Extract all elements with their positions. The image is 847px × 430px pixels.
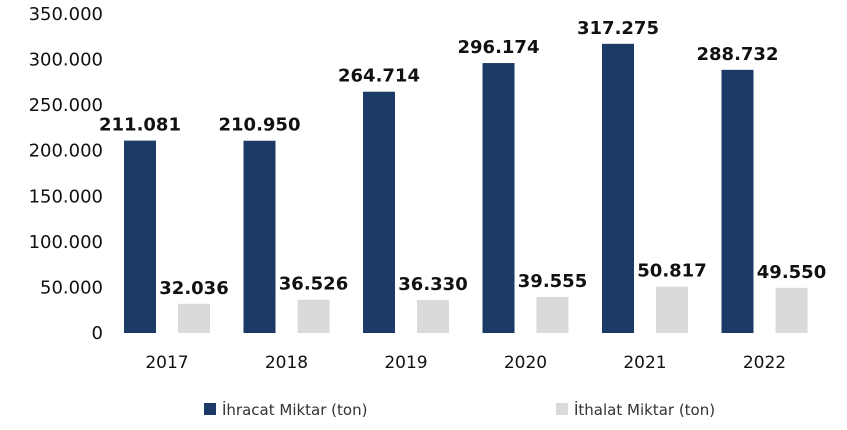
y-tick-label: 50.000	[40, 277, 103, 298]
data-label: 39.555	[518, 271, 587, 292]
x-tick-label: 2020	[504, 353, 547, 373]
y-tick-label: 200.000	[29, 141, 103, 162]
plot-area: 211.081 32.036 210.950 36.526 264.714 36.330 2…	[99, 18, 826, 334]
x-tick-label: 2022	[743, 353, 786, 373]
y-tick-label: 100.000	[29, 232, 103, 253]
data-label: 32.036	[159, 278, 228, 299]
y-tick-label: 300.000	[29, 50, 103, 71]
x-tick-label: 2018	[265, 353, 308, 373]
bar-ithalat-2017	[178, 303, 210, 333]
data-label: 36.526	[279, 274, 348, 295]
legend: İhracat Miktar (ton) İthalat Miktar (ton)	[204, 400, 715, 419]
data-label: 36.330	[398, 274, 467, 295]
data-label: 288.732	[697, 44, 779, 65]
bar-ihracat-2021	[602, 43, 634, 333]
bar-ihracat-2017	[124, 140, 156, 333]
legend-label: İthalat Miktar (ton)	[574, 400, 715, 419]
bar-ihracat-2020	[482, 63, 515, 333]
y-tick-label: 150.000	[29, 186, 103, 207]
bar-ihracat-2019	[363, 91, 395, 334]
data-label: 49.550	[757, 262, 826, 283]
data-label: 211.081	[99, 115, 181, 136]
legend-swatch	[556, 403, 568, 415]
bar-ithalat-2022	[775, 287, 808, 333]
x-tick-label: 2019	[384, 353, 427, 373]
x-tick-label: 2017	[145, 353, 188, 373]
legend-label: İhracat Miktar (ton)	[222, 400, 367, 419]
legend-swatch	[204, 403, 216, 415]
y-tick-label: 0	[92, 323, 103, 344]
bar-ithalat-2018	[297, 299, 330, 333]
bar-ithalat-2021	[656, 286, 688, 333]
data-label: 317.275	[577, 18, 659, 39]
bar-ithalat-2019	[417, 299, 449, 333]
data-label: 50.817	[637, 261, 706, 282]
data-label: 296.174	[458, 37, 540, 58]
bar-ihracat-2022	[721, 69, 754, 334]
data-label: 264.714	[338, 66, 420, 87]
bar-ihracat-2018	[243, 140, 276, 333]
y-axis: 0 50.000 100.000 150.000 200.000 250.000 300.0…	[29, 4, 103, 344]
x-tick-label: 2021	[623, 353, 666, 373]
y-tick-label: 350.000	[29, 4, 103, 25]
y-tick-label: 250.000	[29, 95, 103, 116]
x-axis: 2017 2018 2019 2020 2021 2022	[145, 353, 786, 373]
data-label: 210.950	[219, 115, 301, 136]
bar-ithalat-2020	[536, 296, 569, 333]
